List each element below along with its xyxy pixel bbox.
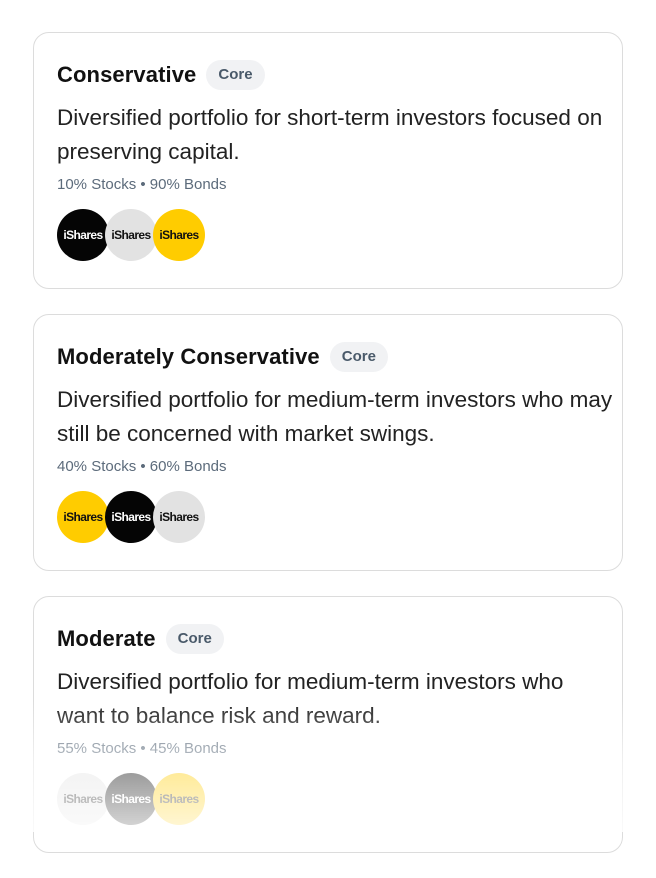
allocation-text: 10% Stocks • 90% Bonds (57, 176, 227, 193)
core-badge: Core (206, 60, 265, 90)
ishares-logo-icon: iShares (57, 209, 109, 261)
ishares-logo-icon: iShares (153, 209, 205, 261)
ishares-logo-icon: iShares (153, 773, 205, 825)
allocation-text: 40% Stocks • 60% Bonds (57, 458, 227, 475)
portfolio-card-moderate[interactable]: Moderate Core Diversified portfolio for … (33, 596, 623, 853)
portfolio-description: Diversified portfolio for medium-term in… (57, 669, 564, 728)
card-header: Conservative Core (57, 60, 599, 90)
core-badge: Core (165, 624, 224, 654)
ishares-logo-icon: iShares (153, 491, 205, 543)
fund-logos: iShares iShares iShares (57, 209, 599, 261)
portfolio-card-conservative[interactable]: Conservative Core Diversified portfolio … (33, 32, 623, 289)
fund-logos: iShares iShares iShares (57, 491, 599, 543)
card-header: Moderately Conservative Core (57, 342, 599, 372)
portfolio-description: Diversified portfolio for medium-term in… (57, 387, 613, 446)
ishares-logo-icon: iShares (105, 773, 157, 825)
card-header: Moderate Core (57, 624, 599, 654)
portfolio-title: Moderate (57, 626, 156, 651)
fund-logos: iShares iShares iShares (57, 773, 599, 825)
ishares-logo-icon: iShares (105, 491, 157, 543)
ishares-logo-icon: iShares (105, 209, 157, 261)
portfolio-title: Moderately Conservative (57, 344, 320, 369)
portfolio-list: Conservative Core Diversified portfolio … (33, 32, 623, 878)
allocation-text: 55% Stocks • 45% Bonds (57, 740, 227, 757)
portfolio-description: Diversified portfolio for short-term inv… (57, 105, 603, 164)
ishares-logo-icon: iShares (57, 773, 109, 825)
ishares-logo-icon: iShares (57, 491, 109, 543)
core-badge: Core (329, 342, 388, 372)
portfolio-card-moderately-conservative[interactable]: Moderately Conservative Core Diversified… (33, 314, 623, 571)
portfolio-title: Conservative (57, 62, 197, 87)
